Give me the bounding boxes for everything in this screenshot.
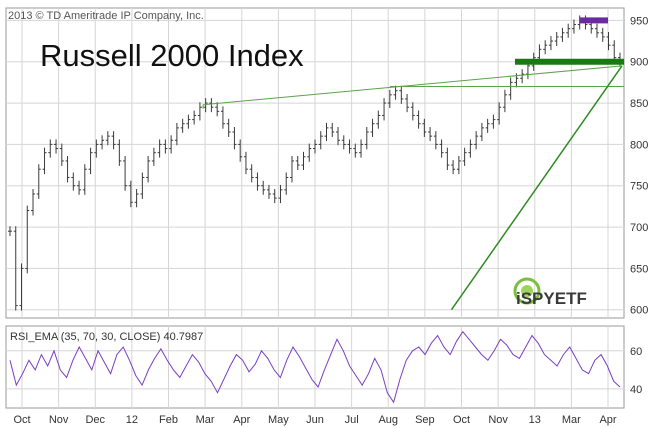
price-y-axis: 950 900 850 800 750 700 650 600 [630,15,648,316]
price-y-tick-label: 950 [630,15,648,27]
price-y-tick-label: 900 [630,57,648,69]
rsi-y-axis: 60 40 [630,346,642,396]
trendline-main [450,65,623,311]
price-grid [6,8,624,318]
x-tick-label: Apr [233,414,250,426]
x-tick-label: 13 [529,414,541,426]
x-tick-label: Jul [345,414,359,426]
x-tick-label: Aug [378,414,398,426]
price-y-tick-label: 600 [630,305,648,317]
x-tick-label: Nov [488,414,508,426]
x-tick-label: Mar [196,414,215,426]
rsi-grid [6,326,624,408]
logo-text: iSPYETF [516,289,587,308]
price-y-tick-label: 750 [630,181,648,193]
price-series [8,15,622,311]
trendline-overlays [202,17,624,311]
x-tick-label: Apr [599,414,616,426]
copyright-text: 2013 © TD Ameritrade IP Company, Inc. [8,10,204,22]
x-tick-label: Oct [13,414,30,426]
x-tick-label: Dec [85,414,105,426]
x-tick-label: Nov [49,414,69,426]
ispyetf-logo: iSPYETF [513,277,587,308]
price-y-tick-label: 700 [630,222,648,234]
logo-dot-icon [521,285,533,297]
x-tick-label: Feb [159,414,178,426]
rsi-series [9,330,621,404]
x-axis: Oct Nov Dec 12 Feb Mar Apr May Jun Jul Aug Sep Oct No… [13,414,616,426]
rsi-line [9,330,621,404]
x-tick-label: Sep [415,414,435,426]
price-y-tick-label: 650 [630,263,648,275]
x-tick-label: Mar [562,414,581,426]
trendline-upper [202,65,623,106]
x-tick-label: 12 [126,414,138,426]
x-tick-label: May [268,414,289,426]
highlight-bar [579,17,608,24]
price-y-tick-label: 800 [630,139,648,151]
rsi-y-tick-label: 60 [630,346,642,358]
rsi-y-tick-label: 40 [630,384,642,396]
x-tick-label: Oct [453,414,470,426]
rsi-label: RSI_EMA (35, 70, 30, CLOSE) 40.7987 [10,331,203,343]
logo-ring-icon [513,277,541,305]
x-tick-label: Jun [306,414,324,426]
price-y-tick-label: 850 [630,98,648,110]
chart-title: Russell 2000 Index [40,38,304,73]
